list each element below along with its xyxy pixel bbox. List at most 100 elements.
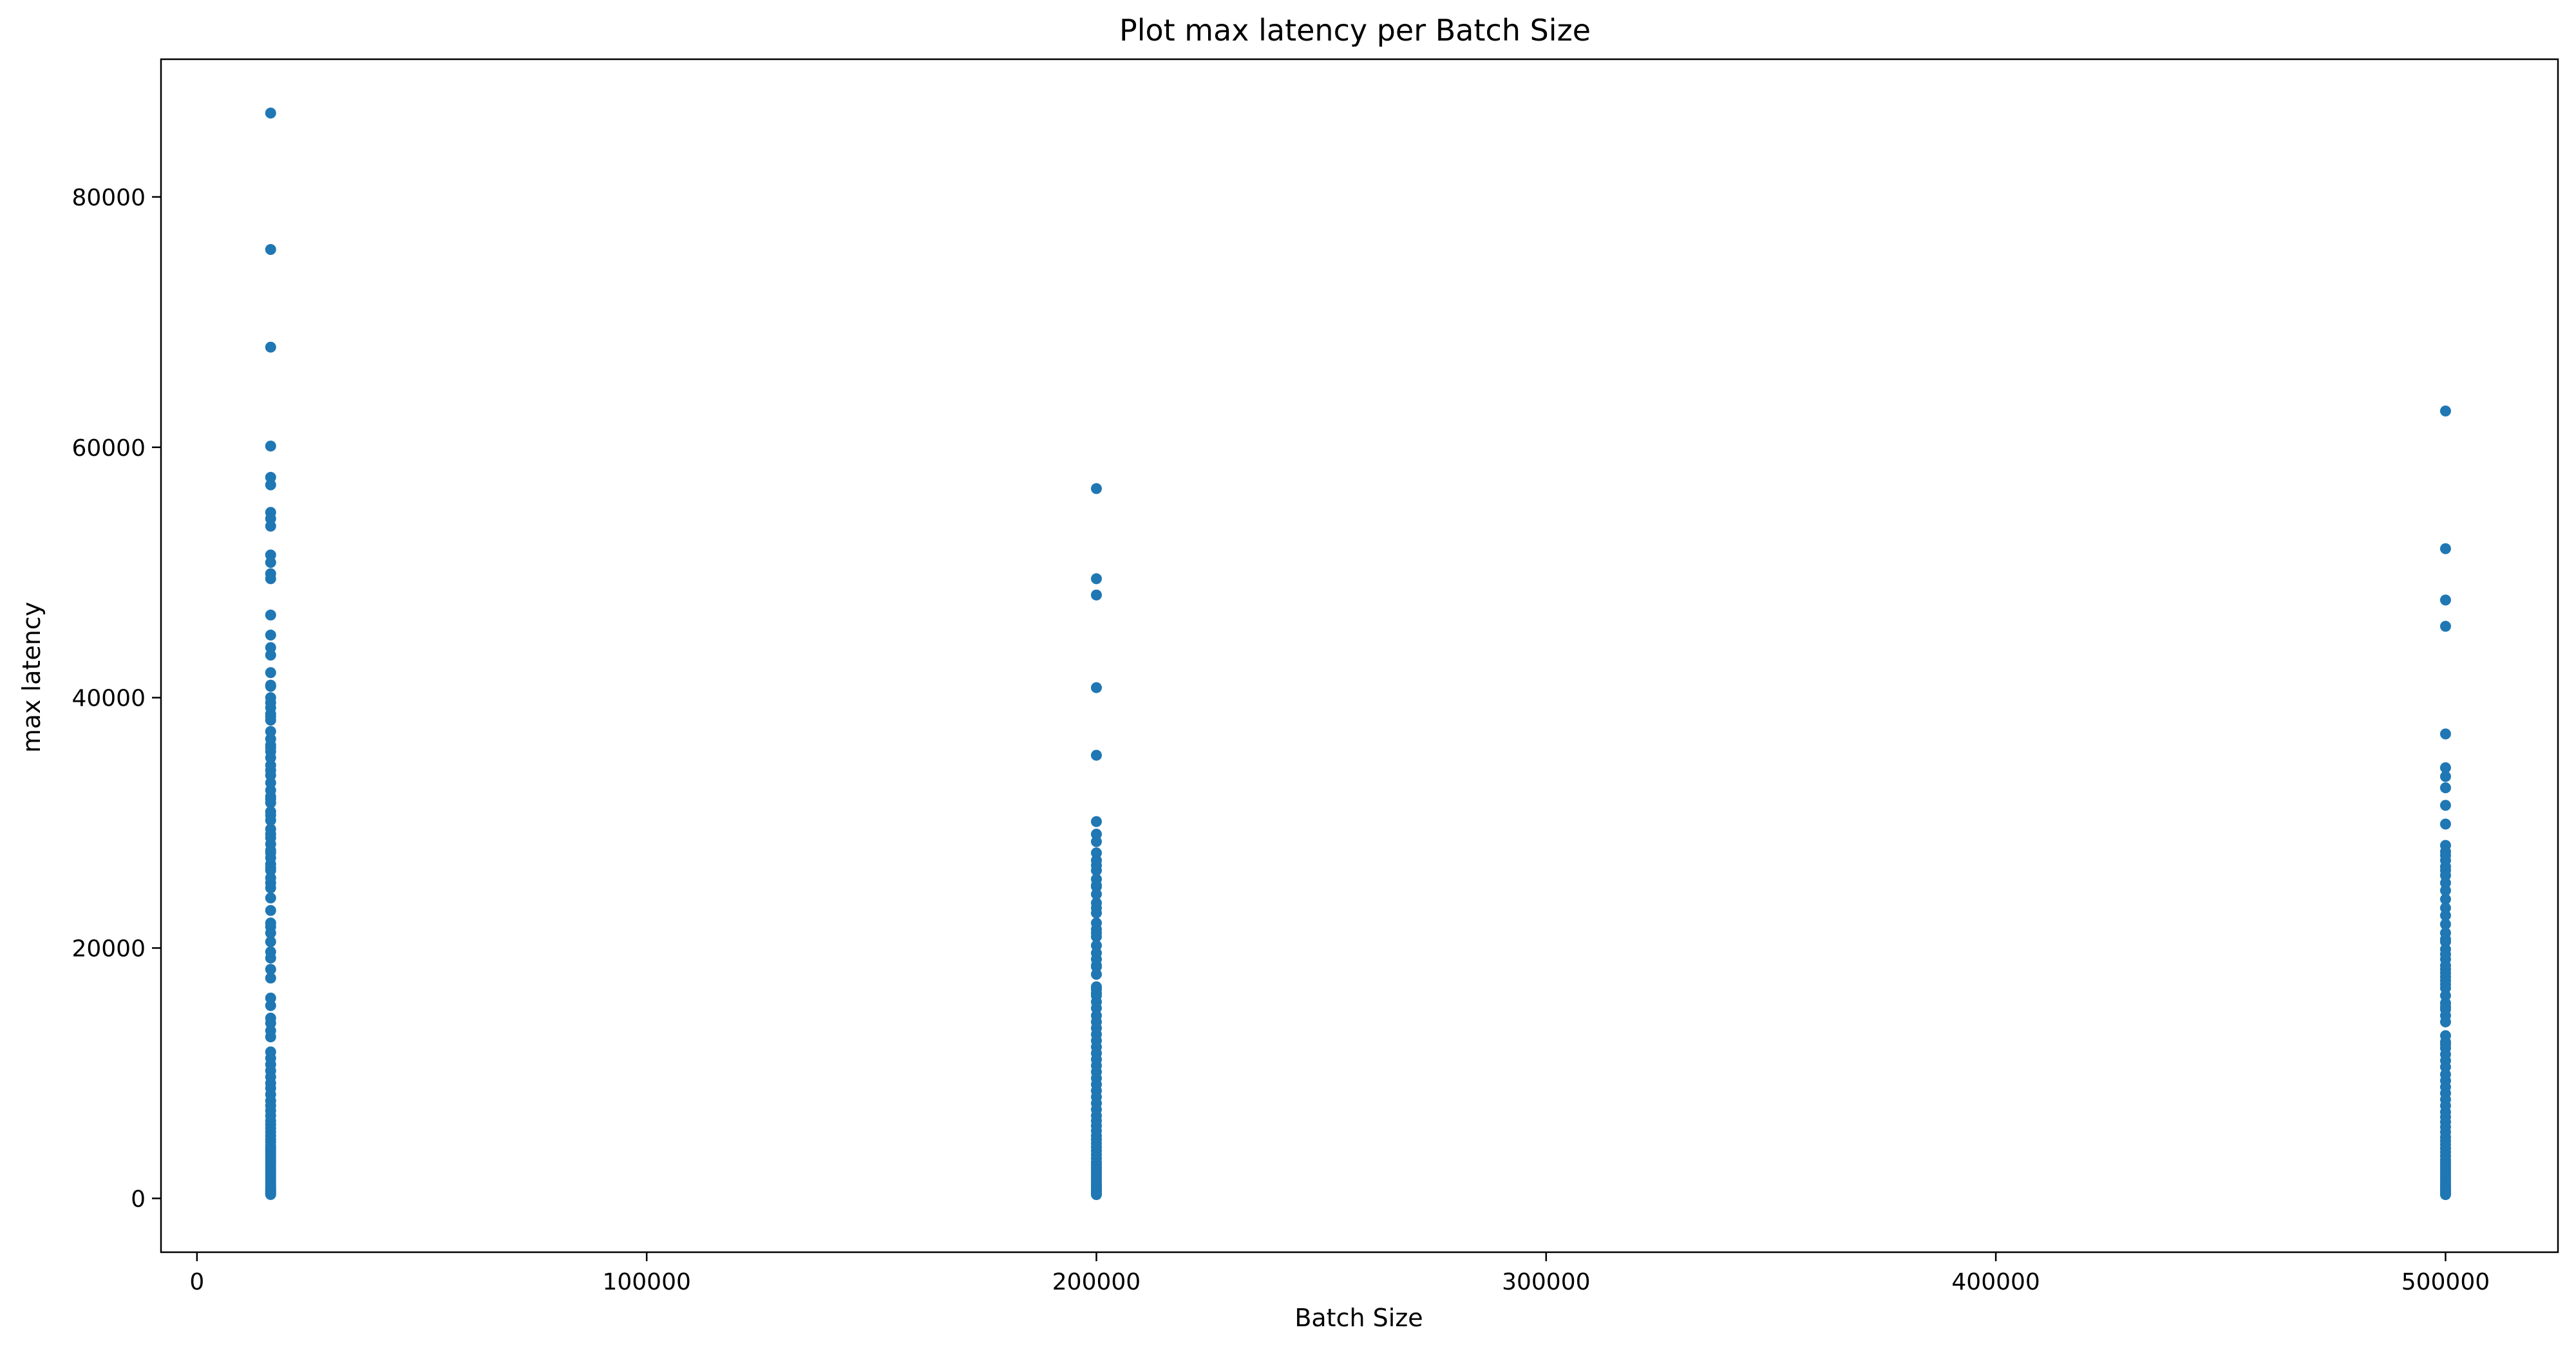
data-point xyxy=(2439,405,2451,417)
data-point xyxy=(1090,940,1102,952)
data-point xyxy=(265,905,276,916)
data-point xyxy=(265,777,276,789)
data-point xyxy=(265,877,276,888)
data-point xyxy=(265,341,276,353)
data-point xyxy=(2439,850,2451,861)
y-tick-label: 60000 xyxy=(71,435,146,462)
data-point xyxy=(265,847,276,859)
data-point xyxy=(265,667,276,679)
data-point xyxy=(265,549,276,561)
x-tick-label: 400000 xyxy=(1951,1269,2040,1295)
data-point xyxy=(265,862,276,874)
data-point xyxy=(2439,990,2451,1001)
x-tick-label: 0 xyxy=(189,1269,204,1295)
data-point xyxy=(265,752,276,764)
data-point xyxy=(265,702,276,713)
data-point xyxy=(265,244,276,256)
x-tick-label: 500000 xyxy=(2401,1269,2490,1295)
data-point xyxy=(2439,1189,2451,1201)
data-point xyxy=(2439,971,2451,982)
data-point xyxy=(2439,1061,2451,1073)
y-axis-label: max latency xyxy=(17,602,46,753)
x-axis: 0 100000 200000 300000 400000 500000 xyxy=(189,1252,2490,1295)
data-point xyxy=(265,769,276,781)
data-point xyxy=(1090,829,1102,840)
data-point xyxy=(1090,968,1102,980)
data-point xyxy=(265,679,276,691)
data-point xyxy=(2439,910,2451,921)
data-point xyxy=(2439,782,2451,794)
data-point xyxy=(1090,682,1102,693)
data-point xyxy=(1090,1189,1102,1201)
data-point xyxy=(265,892,276,904)
data-point xyxy=(2439,894,2451,905)
data-point xyxy=(2439,1030,2451,1042)
data-point xyxy=(265,992,276,1004)
data-point xyxy=(2439,934,2451,945)
data-point xyxy=(2439,964,2451,975)
data-point xyxy=(1090,573,1102,585)
data-point xyxy=(265,108,276,119)
data-point xyxy=(265,1031,276,1043)
data-point xyxy=(1090,589,1102,601)
data-point xyxy=(265,609,276,621)
y-tick-label: 0 xyxy=(131,1186,146,1212)
data-point xyxy=(2439,800,2451,811)
data-point xyxy=(2439,1001,2451,1013)
data-point xyxy=(1090,749,1102,761)
data-point xyxy=(2439,594,2451,606)
data-point xyxy=(265,952,276,964)
data-points xyxy=(265,108,2451,1201)
data-point xyxy=(265,742,276,753)
data-point xyxy=(265,927,276,939)
chart-title: Plot max latency per Batch Size xyxy=(1119,13,1591,48)
y-tick-label: 20000 xyxy=(71,936,146,962)
data-point xyxy=(2439,948,2451,960)
data-point xyxy=(265,809,276,821)
data-point xyxy=(1090,927,1102,939)
data-point xyxy=(2439,1016,2451,1028)
data-point xyxy=(265,829,276,840)
data-point xyxy=(2439,762,2451,774)
x-axis-label: Batch Size xyxy=(1294,1304,1423,1332)
data-point xyxy=(265,726,276,737)
data-point xyxy=(265,711,276,722)
x-tick-label: 300000 xyxy=(1502,1269,1590,1295)
data-point xyxy=(1090,859,1102,871)
data-point xyxy=(265,642,276,653)
data-point xyxy=(2439,818,2451,830)
data-point xyxy=(265,1000,276,1011)
data-point xyxy=(2439,728,2451,740)
data-point xyxy=(2439,919,2451,930)
plot-area-frame xyxy=(160,58,2559,1253)
data-point xyxy=(265,972,276,984)
data-point xyxy=(1090,888,1102,900)
data-point xyxy=(265,629,276,641)
data-point xyxy=(1090,981,1102,993)
data-point xyxy=(1090,483,1102,494)
data-point xyxy=(1090,879,1102,891)
x-tick-label: 200000 xyxy=(1052,1269,1141,1295)
data-point xyxy=(2439,621,2451,632)
data-point xyxy=(2439,543,2451,554)
data-point xyxy=(1090,1002,1102,1014)
data-point xyxy=(265,573,276,585)
data-point xyxy=(265,479,276,491)
data-point xyxy=(265,760,276,771)
data-point xyxy=(2439,771,2451,782)
data-point xyxy=(1090,902,1102,914)
x-tick-label: 100000 xyxy=(602,1269,690,1295)
data-point xyxy=(265,936,276,948)
data-point xyxy=(2439,1038,2451,1050)
y-axis: 0 20000 40000 60000 80000 xyxy=(71,185,161,1212)
data-point xyxy=(1090,816,1102,827)
data-point xyxy=(265,964,276,975)
data-point xyxy=(265,557,276,568)
data-point xyxy=(265,1188,276,1200)
data-point xyxy=(2439,885,2451,896)
data-point xyxy=(265,513,276,525)
y-tick-label: 80000 xyxy=(71,185,146,211)
data-point xyxy=(2439,979,2451,990)
data-point xyxy=(265,1017,276,1029)
